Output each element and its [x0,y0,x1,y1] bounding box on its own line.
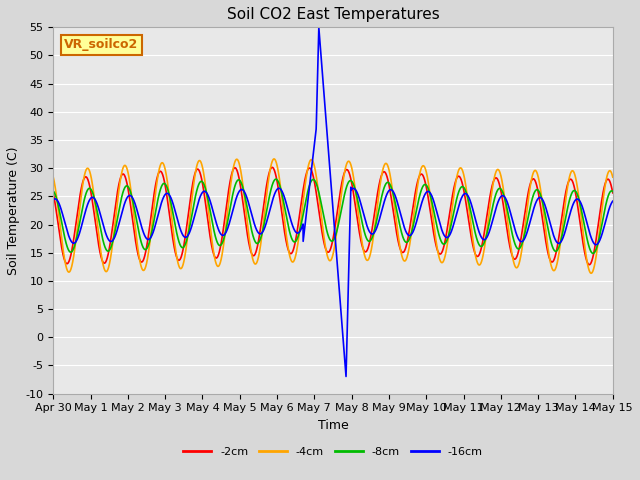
-4cm [151,196,159,202]
Line: -4cm: -4cm [53,159,612,273]
-2cm [268,165,276,170]
-2cm [509,255,517,261]
-4cm [467,221,475,227]
-8cm [509,236,517,241]
-2cm [151,186,159,192]
-2cm [413,180,421,186]
-8cm [467,209,475,215]
-8cm [263,206,271,212]
-16cm [467,200,475,206]
Legend: -2cm, -4cm, -8cm, -16cm: -2cm, -4cm, -8cm, -16cm [179,443,487,461]
-4cm [509,258,517,264]
-4cm [609,174,616,180]
-16cm [49,197,57,203]
-4cm [385,167,393,172]
-2cm [385,181,393,187]
-2cm [586,262,593,267]
Text: VR_soilco2: VR_soilco2 [65,38,139,51]
-4cm [263,189,271,194]
-16cm [509,221,517,227]
-16cm [263,218,271,224]
-8cm [609,189,616,194]
-2cm [609,190,616,196]
Y-axis label: Soil Temperature (C): Soil Temperature (C) [7,146,20,275]
-4cm [588,270,595,276]
X-axis label: Time: Time [317,419,348,432]
-16cm [385,188,393,193]
-2cm [49,190,57,195]
-2cm [467,231,475,237]
Line: -16cm: -16cm [53,27,612,376]
Line: -2cm: -2cm [53,168,612,264]
-8cm [385,180,393,186]
Line: -8cm: -8cm [53,179,612,253]
-4cm [49,174,57,180]
-8cm [589,251,597,256]
-16cm [342,373,350,379]
-4cm [270,156,278,162]
-16cm [315,24,323,30]
-2cm [263,180,271,186]
-4cm [413,185,421,191]
Title: Soil CO2 East Temperatures: Soil CO2 East Temperatures [227,7,439,22]
-8cm [272,176,280,182]
-16cm [151,224,159,230]
-16cm [609,198,616,204]
-8cm [151,213,159,218]
-16cm [413,216,421,222]
-8cm [413,204,421,209]
-8cm [49,188,57,194]
